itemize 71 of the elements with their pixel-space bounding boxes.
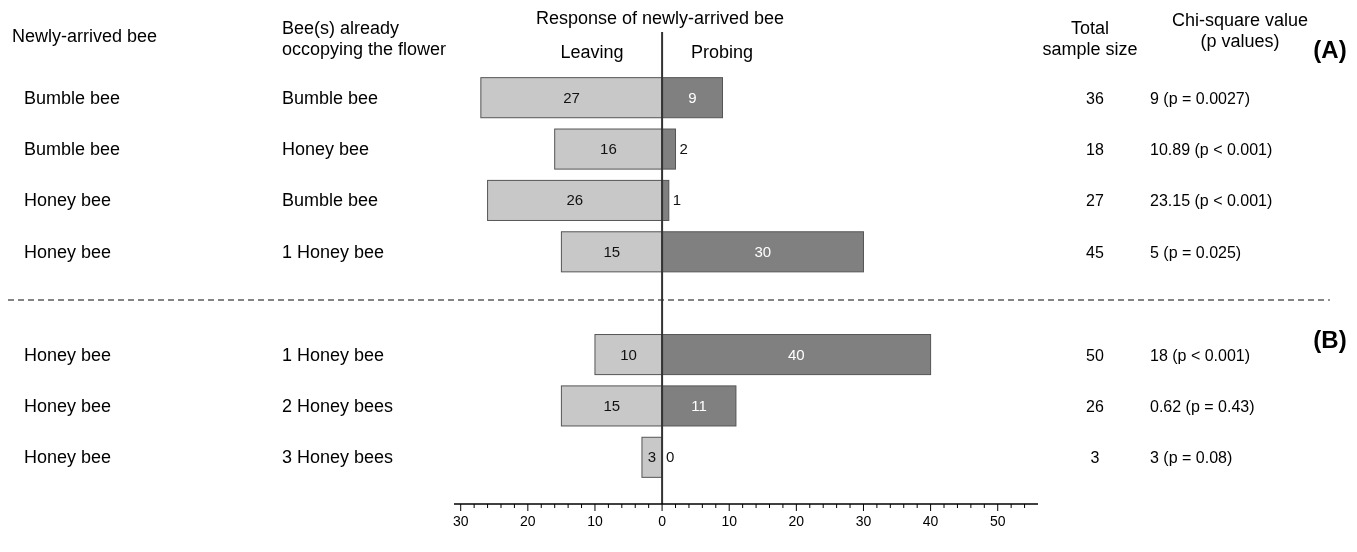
data-label: 9 [688,88,697,106]
x-tick-label: 30 [452,513,469,529]
text: Honey bee [24,190,112,211]
series-label: Leaving [560,42,624,62]
data-label: 2 [679,140,688,158]
text: Honey bee [24,447,112,468]
text: 36 [1086,89,1104,107]
y-tick-label: Bumble bee [282,87,379,108]
bar [560,231,663,273]
text: 50 [1086,346,1104,364]
text: Total sample size [1042,18,1138,59]
text: 10.89 (p < 0.001) [1150,141,1273,159]
data-label: 3 [647,448,657,466]
bar [661,128,677,170]
text: 18 (p < 0.001) [1150,346,1251,364]
bar [661,77,724,119]
text: Honey bee [24,241,112,262]
x-tick-label: 50 [989,513,1006,529]
y-tick-label: Honey bee [282,139,370,160]
text: Bumble bee [24,139,121,160]
data-label: 26 [566,191,584,209]
text: 45 [1086,243,1104,261]
text: 9 (p = 0.0027) [1150,89,1251,107]
bar [560,385,663,427]
text: (B) [1313,326,1347,353]
x-tick-label: 40 [922,513,939,529]
text: 26 [1086,397,1104,415]
text: 27 [1086,192,1104,210]
bar [661,334,932,376]
x-tick-label: 30 [855,513,872,529]
text: 0.62 (p = 0.43) [1150,397,1255,415]
bar [480,77,663,119]
data-label: 27 [563,88,580,106]
y-tick-label: 1 Honey bee [282,241,385,262]
bar [487,179,663,221]
text: Honey bee [24,344,112,365]
data-label: 0 [666,448,675,466]
text: Chi-square value (p values) [1171,10,1309,51]
data-label: 15 [603,396,621,414]
text: 5 (p = 0.025) [1150,243,1242,261]
text: 18 [1086,141,1104,159]
data-label: 1 [672,191,682,209]
bar [661,385,737,427]
text: Newly-arrived bee [12,26,158,46]
x-tick-label: 20 [520,513,536,529]
bar [554,128,663,170]
y-tick-label: Bumble bee [282,190,379,211]
text: 23.15 (p < 0.001) [1150,192,1273,210]
data-label: 10 [620,345,637,363]
text: (A) [1313,36,1347,63]
text: Response of newly-arrived bee [535,8,785,28]
data-label: 40 [788,345,805,363]
bar [661,231,864,273]
x-tick-label: 10 [587,513,603,529]
text: Honey bee [24,395,112,416]
x-tick-label: 10 [721,513,738,529]
data-label: 11 [691,396,707,414]
text: Bee(s) already occopying the flower [282,18,447,59]
text: Bumble bee [24,87,121,108]
y-tick-label: 3 Honey bees [282,447,394,468]
y-tick-label: 1 Honey bee [282,344,385,365]
data-label: 15 [603,242,621,260]
series-label: Probing [690,42,754,62]
y-tick-label: 2 Honey bees [282,395,394,416]
bar [594,334,663,376]
data-label: 30 [754,242,772,260]
x-tick-label: 20 [788,513,805,529]
x-tick-label: 0 [658,513,667,529]
text: 3 [1090,449,1100,467]
data-label: 16 [600,140,617,158]
text: 3 (p = 0.08) [1150,449,1233,467]
